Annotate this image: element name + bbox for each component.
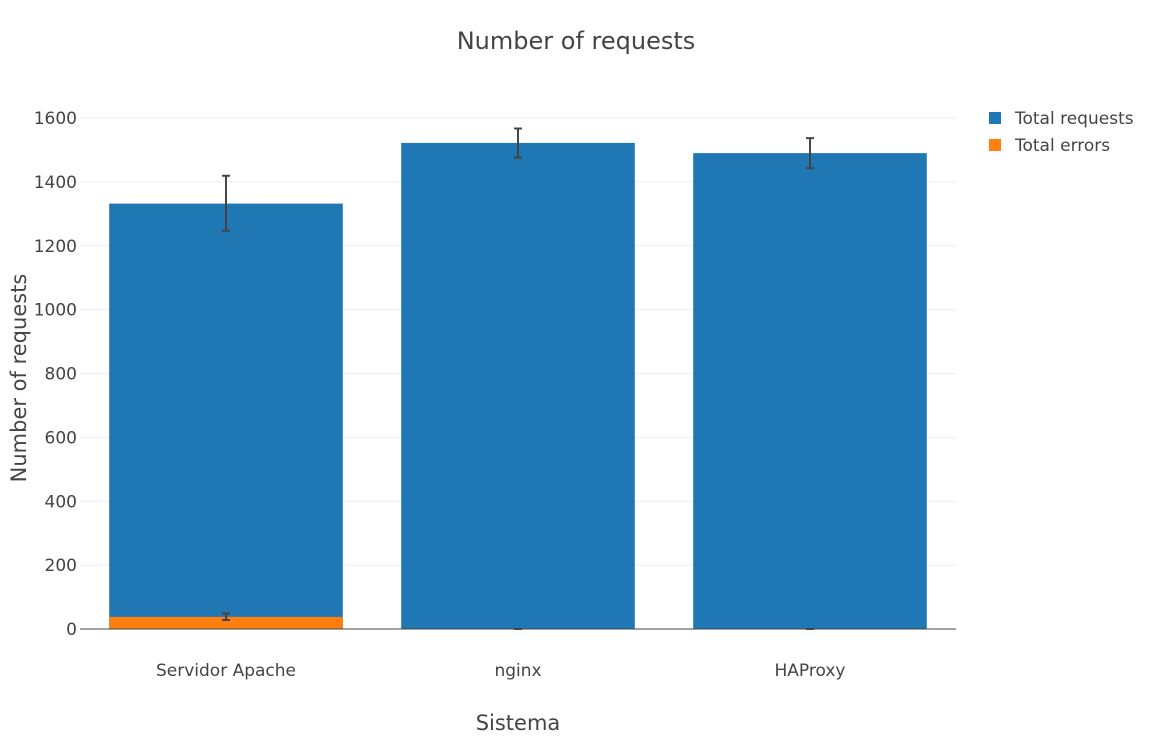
y-tick-label: 0 xyxy=(66,620,77,640)
legend-swatch xyxy=(989,112,1001,124)
y-tick-label: 200 xyxy=(45,556,77,576)
error-bar xyxy=(806,137,814,170)
y-tick-label: 1200 xyxy=(34,237,77,257)
bar-total-requests xyxy=(693,153,927,629)
error-bar xyxy=(514,127,522,159)
legend[interactable]: Total requests Total errors xyxy=(989,109,1134,156)
error-bar xyxy=(222,612,230,622)
legend-label: Total errors xyxy=(1014,136,1110,156)
y-tick-label: 600 xyxy=(45,428,77,448)
bar-total-errors xyxy=(109,616,343,629)
legend-swatch xyxy=(989,139,1001,151)
chart-title: Number of requests xyxy=(457,27,696,55)
legend-item[interactable]: Total requests xyxy=(989,109,1134,129)
x-tick-label: HAProxy xyxy=(775,661,846,681)
error-bar xyxy=(222,174,230,232)
x-tick-label: Servidor Apache xyxy=(156,661,296,681)
y-tick-label: 400 xyxy=(45,492,77,512)
y-tick-label: 800 xyxy=(45,365,77,385)
bars xyxy=(109,142,927,629)
y-tick-label: 1600 xyxy=(34,109,77,129)
y-axis-title: Number of requests xyxy=(7,274,31,483)
bar-total-requests xyxy=(109,203,343,629)
axes: 0 200 400 600 800 1000 1200 1400 1600 Servidor Ap… xyxy=(34,109,956,681)
y-tick-label: 1000 xyxy=(34,301,77,321)
bar-total-requests xyxy=(401,142,635,629)
x-axis-title: Sistema xyxy=(476,711,561,735)
legend-item[interactable]: Total errors xyxy=(989,136,1110,156)
y-tick-label: 1400 xyxy=(34,173,77,193)
legend-label: Total requests xyxy=(1014,109,1134,129)
x-tick-label: nginx xyxy=(494,661,541,681)
